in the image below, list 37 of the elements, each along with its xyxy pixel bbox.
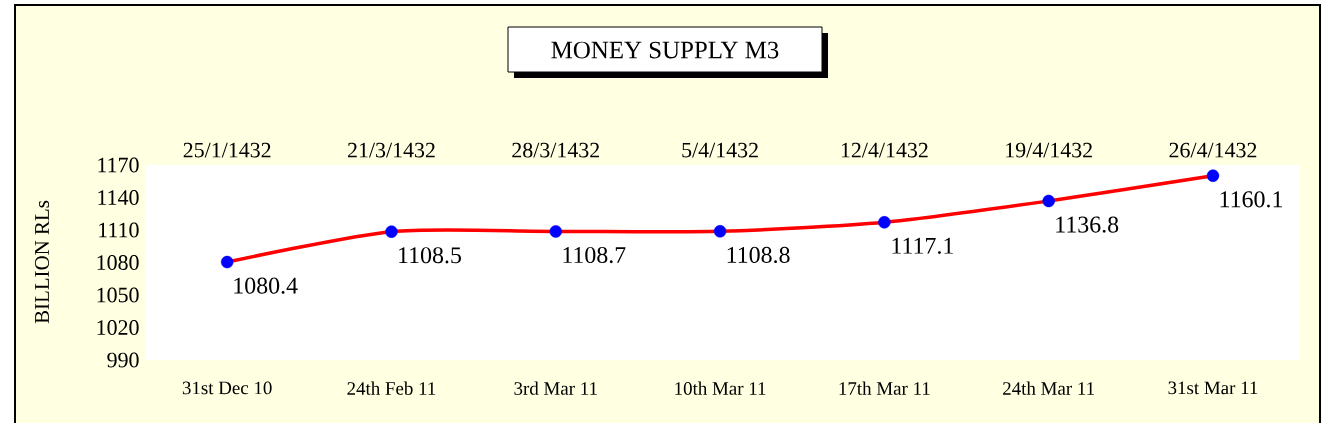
- y-tick-label: 1080: [97, 255, 139, 270]
- x-tick-label: 3rd Mar 11: [514, 381, 597, 395]
- data-label: 1136.8: [1056, 216, 1119, 233]
- text: 5/4/1432: [682, 142, 758, 158]
- x-tick-label: 31st Mar 11: [1168, 381, 1258, 395]
- point: [878, 216, 891, 229]
- point: [1206, 169, 1220, 182]
- data-label: 1108.8: [727, 246, 790, 264]
- x-tick-label: 17th Mar 11: [839, 381, 930, 395]
- point: [713, 225, 727, 238]
- point: [220, 255, 234, 269]
- data-label: 1108.7: [563, 246, 626, 264]
- x-tick-label: 10th Mar 11: [675, 381, 766, 395]
- y-tick-label: 990: [107, 352, 139, 368]
- data-label: 1117.1: [892, 237, 953, 254]
- text: 19/4/1432: [1006, 142, 1092, 158]
- data-label: 1160.1: [1220, 191, 1282, 208]
- text: 28/3/1432: [512, 142, 600, 158]
- point: [549, 225, 562, 238]
- y-tick-label: 1170: [98, 157, 139, 173]
- data-label: 1108.5: [399, 247, 461, 264]
- text: 21/3/1432: [347, 142, 435, 158]
- x-tick-label: 24th Mar 11: [1003, 381, 1094, 395]
- y-tick-label: 1140: [98, 190, 139, 205]
- x-tick-label: 31st Dec 10: [182, 381, 272, 395]
- y-tick-label: 1110: [99, 222, 139, 238]
- chart-title: MONEY SUPPLY M3: [551, 41, 779, 59]
- text: 25/1/1432: [183, 142, 271, 158]
- text: 12/4/1432: [841, 142, 928, 158]
- data-label: 1080.4: [234, 277, 298, 294]
- y-axis-title: BILLION RLs: [34, 200, 50, 324]
- point: [1042, 194, 1055, 208]
- y-tick-label: 1020: [97, 320, 139, 335]
- point: [385, 225, 398, 238]
- text: 26/4/1432: [1169, 142, 1257, 158]
- y-tick-label: 1050: [97, 287, 139, 303]
- x-tick-label: 24th Feb 11: [347, 381, 436, 395]
